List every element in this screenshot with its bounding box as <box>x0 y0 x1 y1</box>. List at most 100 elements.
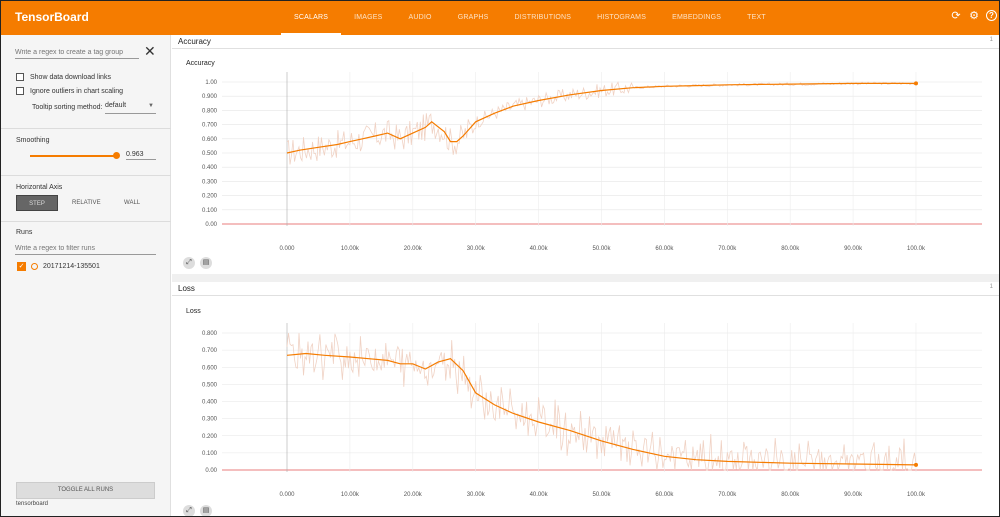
tooltip-sort-value: default <box>105 102 127 109</box>
x-tick-label: 40.00k <box>530 246 549 252</box>
toggle-all-runs-button[interactable]: TOGGLE ALL RUNS <box>16 482 155 499</box>
y-tick-label: 0.700 <box>202 123 218 129</box>
smoothing-slider-handle[interactable] <box>113 152 120 159</box>
tab-distributions[interactable]: DISTRIBUTIONS <box>514 14 572 21</box>
y-tick-label: 0.200 <box>202 194 218 200</box>
tab-embeddings[interactable]: EMBEDDINGS <box>672 14 722 21</box>
y-tick-label: 0.00 <box>205 468 217 474</box>
help-icon[interactable]: ? <box>986 10 997 21</box>
horizontal-axis-section: Horizontal Axis <box>1 176 171 222</box>
checkbox[interactable] <box>16 87 24 95</box>
x-tick-label: 80.00k <box>781 492 800 498</box>
y-tick-label: 0.100 <box>202 451 218 457</box>
raw-series-line <box>286 332 917 472</box>
smoothing-slider-track[interactable] <box>30 155 116 157</box>
tab-scalars[interactable]: SCALARS <box>281 1 342 35</box>
run-row[interactable]: ✓ 20171214-135501 <box>17 262 100 271</box>
run-name: 20171214-135501 <box>43 263 100 270</box>
card-title: Loss <box>178 284 195 293</box>
x-tick-label: 70.00k <box>718 492 737 498</box>
run-color-icon <box>31 263 38 270</box>
y-tick-label: 0.400 <box>202 165 218 171</box>
y-tick-label: 0.900 <box>202 94 218 100</box>
loss-card-header[interactable]: Loss 1 <box>172 282 999 296</box>
ignore-outliers-checkbox-row[interactable]: Ignore outliers in chart scaling <box>16 87 123 95</box>
tab-bar: SCALARS IMAGES AUDIO GRAPHS DISTRIBUTION… <box>281 1 779 35</box>
ignore-outliers-label: Ignore outliers in chart scaling <box>30 87 123 95</box>
x-tick-label: 0.000 <box>279 492 295 498</box>
y-tick-label: 0.800 <box>202 108 218 114</box>
card-separator <box>172 274 999 282</box>
series-end-point <box>914 81 918 86</box>
run-checkbox[interactable]: ✓ <box>17 262 26 271</box>
chart-title: Accuracy <box>186 60 215 67</box>
runs-label: Runs <box>16 229 33 236</box>
runs-filter-input[interactable] <box>15 243 156 255</box>
smoothed-series-line <box>286 352 917 466</box>
x-tick-label: 30.00k <box>467 492 486 498</box>
y-tick-label: 0.200 <box>202 434 218 440</box>
x-tick-label: 30.00k <box>467 246 486 252</box>
checkbox[interactable] <box>16 73 24 81</box>
card-count: 1 <box>989 284 993 290</box>
show-download-label: Show data download links <box>30 73 111 81</box>
y-tick-label: 0.00 <box>205 222 217 228</box>
accuracy-chart[interactable]: 0.00 0.100 0.200 0.300 0.400 0.500 0.600 0.700 0… <box>172 67 999 257</box>
x-tick-label: 80.00k <box>781 246 800 252</box>
tab-text[interactable]: TEXT <box>747 14 766 21</box>
settings-icon[interactable]: ⚙ <box>969 10 979 22</box>
x-tick-label: 40.00k <box>530 492 549 498</box>
y-tick-label: 0.300 <box>202 179 218 185</box>
x-tick-label: 10.00k <box>341 246 360 252</box>
smoothing-value-input[interactable]: 0.963 <box>126 151 156 160</box>
loss-chart[interactable]: 0.00 0.100 0.200 0.300 0.400 0.500 0.600 0.700 0… <box>172 315 999 505</box>
y-tick-label: 0.800 <box>202 331 218 337</box>
y-tick-label: 0.600 <box>202 365 218 371</box>
accuracy-card-header[interactable]: Accuracy 1 <box>172 35 999 49</box>
fullscreen-icon[interactable]: ⤢ <box>183 257 195 269</box>
tooltip-sort-label: Tooltip sorting method: <box>32 104 103 111</box>
horizontal-axis-label: Horizontal Axis <box>16 184 63 191</box>
x-tick-label: 20.00k <box>404 492 423 498</box>
x-tick-label: 60.00k <box>655 246 674 252</box>
tab-images[interactable]: IMAGES <box>354 14 383 21</box>
y-tick-label: 0.700 <box>202 348 218 354</box>
top-app-bar: TensorBoard SCALARS IMAGES AUDIO GRAPHS … <box>1 1 999 35</box>
x-tick-label: 60.00k <box>655 492 674 498</box>
y-tick-label: 0.400 <box>202 400 218 406</box>
fit-domain-icon[interactable]: ▤ <box>200 257 212 269</box>
x-tick-label: 0.000 <box>279 246 295 252</box>
axis-option-step[interactable]: STEP <box>16 195 58 211</box>
fit-domain-icon[interactable]: ▤ <box>200 505 212 516</box>
x-tick-label: 20.00k <box>404 246 423 252</box>
x-tick-label: 100.0k <box>907 246 926 252</box>
tooltip-sort-select[interactable]: default ▼ <box>105 102 156 114</box>
refresh-icon[interactable]: ⟳ <box>951 10 961 22</box>
tab-graphs[interactable]: GRAPHS <box>457 14 489 21</box>
smoothing-label: Smoothing <box>16 137 50 144</box>
y-tick-label: 0.300 <box>202 417 218 423</box>
x-tick-label: 70.00k <box>718 246 737 252</box>
smoothed-series-line <box>286 82 916 154</box>
fullscreen-icon[interactable]: ⤢ <box>183 505 195 516</box>
footer-text: tensorboard <box>16 501 49 507</box>
chart-title: Loss <box>186 308 201 315</box>
axis-option-wall[interactable]: WALL <box>124 200 141 206</box>
tab-histograms[interactable]: HISTOGRAMS <box>597 14 647 21</box>
close-icon[interactable]: ✕ <box>144 43 156 59</box>
smoothing-section: Smoothing <box>1 129 171 176</box>
show-download-checkbox-row[interactable]: Show data download links <box>16 73 111 81</box>
card-count: 1 <box>989 37 993 43</box>
y-tick-label: 1.00 <box>205 80 217 86</box>
app-title: TensorBoard <box>15 10 89 24</box>
x-tick-label: 50.00k <box>592 246 611 252</box>
tab-audio[interactable]: AUDIO <box>408 14 432 21</box>
sidebar-options-section: ✕ Show data download links Ignore outlie… <box>1 35 171 129</box>
x-tick-label: 10.00k <box>341 492 360 498</box>
y-tick-label: 0.600 <box>202 137 218 143</box>
axis-option-relative[interactable]: RELATIVE <box>72 200 101 206</box>
y-tick-label: 0.100 <box>202 208 218 214</box>
x-tick-label: 50.00k <box>592 492 611 498</box>
tag-group-regex-input[interactable] <box>15 47 139 59</box>
raw-series-line <box>286 81 917 165</box>
